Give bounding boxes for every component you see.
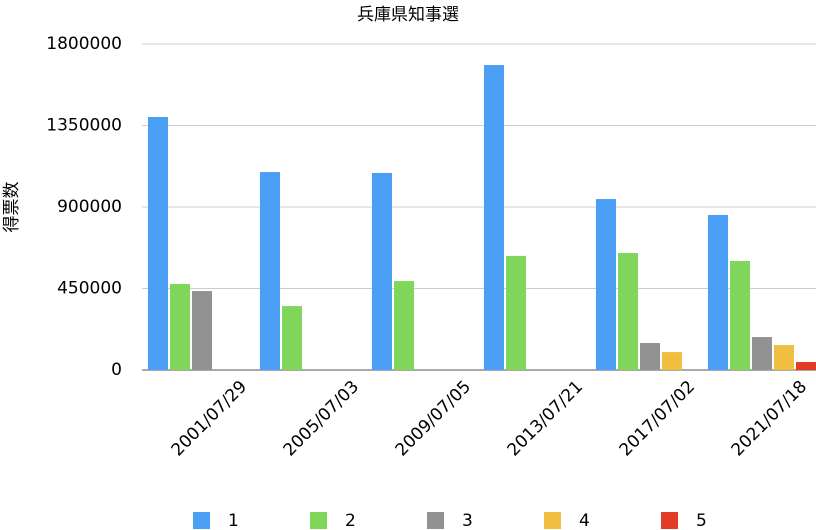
x-tick-label: 2013/07/21 (504, 377, 587, 460)
bar (708, 214, 728, 370)
y-tick-label: 1800000 (46, 34, 122, 54)
x-tick-label: 2021/07/18 (728, 377, 811, 460)
x-tick-label: 2009/07/05 (392, 377, 475, 460)
x-tick-label: 2001/07/29 (168, 377, 251, 460)
bar (596, 199, 616, 370)
legend-label: 4 (579, 511, 590, 530)
bar (282, 306, 302, 370)
bar (774, 345, 794, 370)
bar (662, 352, 682, 370)
legend-label: 1 (228, 511, 239, 530)
bar (170, 283, 190, 370)
legend-swatch (544, 512, 561, 529)
bar (752, 337, 772, 370)
bar (618, 253, 638, 370)
legend-swatch (193, 512, 210, 529)
y-tick-label: 1350000 (46, 116, 122, 136)
bar (394, 281, 414, 370)
y-tick-label: 900000 (57, 197, 122, 217)
legend-swatch (427, 512, 444, 529)
x-tick-label: 2005/07/03 (280, 377, 363, 460)
bar (484, 65, 504, 371)
bar (796, 362, 816, 370)
legend-swatch (661, 512, 678, 529)
y-tick-label: 0 (111, 360, 122, 380)
legend-label: 5 (696, 511, 707, 530)
x-tick-label: 2017/07/02 (616, 377, 699, 460)
bar (640, 343, 660, 370)
bar (506, 255, 526, 370)
legend-label: 2 (345, 511, 356, 530)
bar (372, 172, 392, 370)
y-tick-label: 450000 (57, 279, 122, 299)
bar (730, 260, 750, 370)
bar (148, 116, 168, 370)
bar (192, 291, 212, 370)
bar (260, 172, 280, 370)
legend-swatch (310, 512, 327, 529)
chart-title: 兵庫県知事選 (357, 5, 459, 25)
legend-label: 3 (462, 511, 473, 530)
y-axis-title: 得票数 (2, 182, 22, 233)
